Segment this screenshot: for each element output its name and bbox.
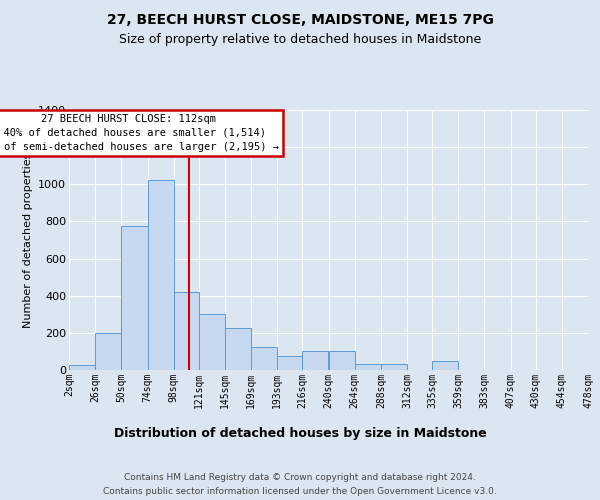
Text: 27, BEECH HURST CLOSE, MAIDSTONE, ME15 7PG: 27, BEECH HURST CLOSE, MAIDSTONE, ME15 7… (107, 12, 493, 26)
Bar (199, 314, 225, 370)
Bar (148, 180, 173, 370)
Bar (381, 364, 407, 370)
Text: Size of property relative to detached houses in Maidstone: Size of property relative to detached ho… (119, 32, 481, 46)
Text: Contains HM Land Registry data © Crown copyright and database right 2024.: Contains HM Land Registry data © Crown c… (124, 472, 476, 482)
Bar (302, 352, 329, 370)
Bar (355, 364, 381, 370)
Y-axis label: Number of detached properties: Number of detached properties (23, 152, 32, 328)
Bar (121, 226, 148, 370)
Bar (225, 328, 251, 370)
Bar (329, 352, 355, 370)
Text: 27 BEECH HURST CLOSE: 112sqm
← 40% of detached houses are smaller (1,514)
58% of: 27 BEECH HURST CLOSE: 112sqm ← 40% of de… (0, 114, 279, 152)
Bar (277, 356, 302, 370)
Text: Distribution of detached houses by size in Maidstone: Distribution of detached houses by size … (113, 428, 487, 440)
Bar (69, 366, 95, 370)
Bar (95, 333, 121, 370)
Text: Contains public sector information licensed under the Open Government Licence v3: Contains public sector information licen… (103, 488, 497, 496)
Bar (251, 347, 277, 370)
Bar (173, 292, 199, 370)
Bar (432, 360, 458, 370)
